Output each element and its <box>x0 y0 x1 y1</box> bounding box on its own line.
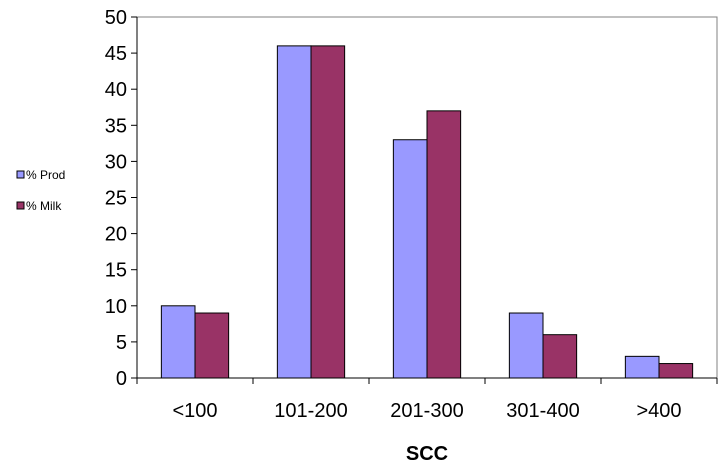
legend-swatch-prod <box>16 170 25 179</box>
bar-prod-4 <box>624 355 660 379</box>
y-tick-label: 25 <box>105 188 127 210</box>
bar-prod-2 <box>392 139 428 379</box>
y-tick-label: 5 <box>116 332 127 354</box>
y-tick-label: 30 <box>105 151 127 173</box>
y-tick-label: 35 <box>105 115 127 137</box>
x-axis: <100 101-200 201-300 301-400 >400 <box>136 377 718 422</box>
x-tick-label: 301-400 <box>506 400 579 422</box>
bar-milk-2 <box>426 110 462 379</box>
bar-prod-1 <box>276 45 312 379</box>
y-tick-label: 10 <box>105 296 127 318</box>
y-tick-label: 40 <box>105 79 127 101</box>
bar-milk-1 <box>310 45 346 379</box>
legend-swatch-milk <box>16 201 25 210</box>
y-tick-label: 0 <box>116 368 127 390</box>
legend: % Prod % Milk <box>16 168 65 213</box>
y-tick-label: 20 <box>105 224 127 246</box>
legend-label-prod: % Prod <box>26 168 65 182</box>
bar-milk-0 <box>194 312 230 379</box>
y-tick-label: 45 <box>105 43 127 65</box>
x-tick-label: 201-300 <box>390 400 463 422</box>
x-axis-title: SCC <box>406 443 448 465</box>
legend-label-milk: % Milk <box>26 199 62 213</box>
y-tick-label: 50 <box>105 7 127 29</box>
y-tick-label: 15 <box>105 260 127 282</box>
y-axis: 0 5 10 15 20 25 30 35 40 45 50 <box>105 7 138 390</box>
bar-prod-0 <box>160 305 196 379</box>
bar-milk-4 <box>658 363 694 379</box>
bar-prod-3 <box>508 312 544 379</box>
x-tick-label: >400 <box>636 400 681 422</box>
bar-milk-3 <box>542 334 578 379</box>
x-tick-label: <100 <box>172 400 217 422</box>
bars <box>160 45 694 379</box>
x-tick-label: 101-200 <box>274 400 347 422</box>
